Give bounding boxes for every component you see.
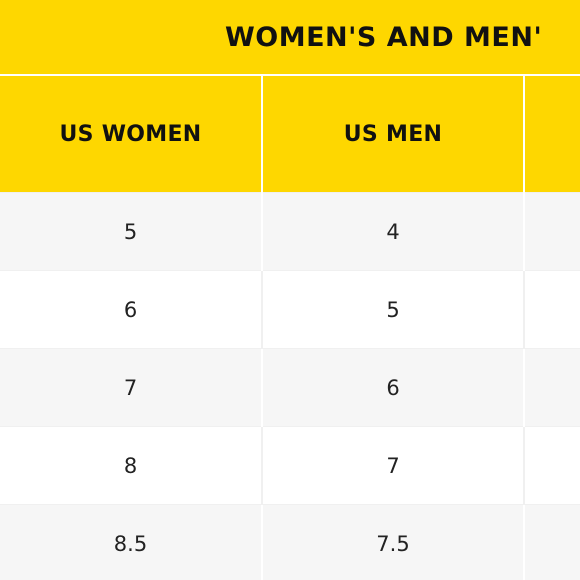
cell-us-women: 8.5	[0, 504, 263, 580]
chart-title: WOMEN'S AND MEN'	[225, 22, 543, 53]
cell-us-women: 7	[0, 348, 263, 427]
table-row: 8.5 7.5	[0, 504, 580, 580]
cell-us-men: 4	[262, 192, 525, 271]
table-row: 6 5	[0, 270, 580, 349]
cell-us-men: 6	[262, 348, 525, 427]
column-header-us-men: US MEN	[262, 76, 525, 193]
cell-third	[524, 426, 580, 505]
table-row: 7 6	[0, 348, 580, 427]
table-row: 5 4	[0, 192, 580, 271]
cell-us-men: 7	[262, 426, 525, 505]
chart-title-bar: WOMEN'S AND MEN'	[0, 0, 580, 76]
cell-us-women: 8	[0, 426, 263, 505]
size-table: US WOMEN US MEN 5 4 6 5 7 6 8	[0, 76, 580, 580]
cell-third	[524, 348, 580, 427]
cell-us-women: 6	[0, 270, 263, 349]
cell-third	[524, 192, 580, 271]
cell-us-men: 5	[262, 270, 525, 349]
cell-us-women: 5	[0, 192, 263, 271]
cell-third	[524, 270, 580, 349]
table-row: 8 7	[0, 426, 580, 505]
column-header-third	[524, 76, 580, 193]
cell-us-men: 7.5	[262, 504, 525, 580]
column-header-us-women: US WOMEN	[0, 76, 263, 193]
header-row: US WOMEN US MEN	[0, 76, 580, 193]
cell-third	[524, 504, 580, 580]
